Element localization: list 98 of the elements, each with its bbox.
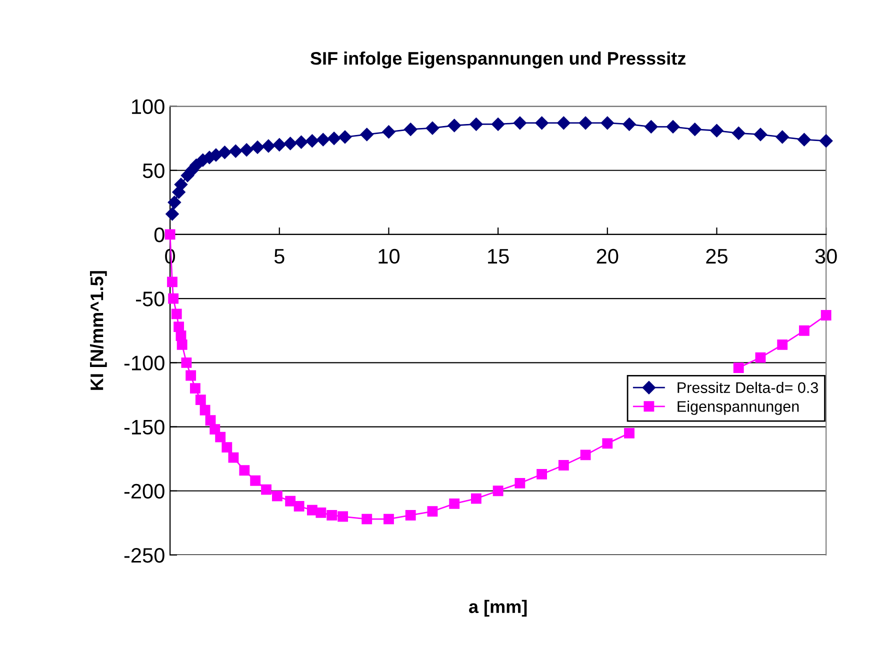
point bbox=[710, 124, 724, 138]
point bbox=[384, 514, 394, 524]
point bbox=[222, 442, 232, 452]
point bbox=[448, 118, 461, 132]
x-tick-label: 10 bbox=[378, 248, 400, 264]
point bbox=[181, 357, 192, 368]
point bbox=[326, 510, 338, 520]
point bbox=[210, 424, 220, 435]
x-tick-label: 20 bbox=[596, 248, 618, 264]
point bbox=[250, 475, 261, 486]
point bbox=[272, 138, 286, 152]
point bbox=[449, 498, 460, 509]
point bbox=[294, 136, 308, 149]
point bbox=[240, 143, 254, 156]
y-axis-title: KI [N/mm^1.5] bbox=[90, 271, 107, 390]
point bbox=[624, 428, 634, 438]
point bbox=[294, 501, 304, 512]
point bbox=[186, 370, 196, 381]
x-tick-label: 15 bbox=[488, 249, 509, 264]
y-tick-label: -250 bbox=[124, 548, 164, 563]
point bbox=[174, 178, 188, 192]
point bbox=[228, 452, 239, 463]
point bbox=[755, 352, 766, 363]
point bbox=[190, 383, 200, 394]
y-tick-label: -100 bbox=[124, 356, 164, 370]
point bbox=[754, 128, 768, 142]
point bbox=[404, 122, 418, 136]
point bbox=[338, 130, 352, 144]
y-tick-label: 0 bbox=[154, 227, 164, 242]
point bbox=[261, 484, 272, 495]
point bbox=[285, 496, 296, 506]
point bbox=[250, 140, 264, 154]
point bbox=[405, 510, 416, 520]
point bbox=[820, 310, 832, 320]
point bbox=[578, 116, 592, 130]
legend-label: Eigenspannungen bbox=[678, 400, 799, 415]
x-axis-title: a [mm] bbox=[469, 600, 527, 617]
point bbox=[491, 118, 505, 131]
point bbox=[171, 308, 182, 320]
point bbox=[272, 490, 282, 502]
point bbox=[316, 507, 326, 518]
x-tick-label: 30 bbox=[815, 248, 837, 264]
point bbox=[777, 340, 788, 350]
point bbox=[580, 450, 591, 460]
point bbox=[174, 322, 184, 332]
point bbox=[536, 469, 548, 480]
point bbox=[535, 116, 548, 130]
point bbox=[362, 514, 372, 524]
point bbox=[514, 478, 526, 488]
point bbox=[470, 118, 483, 131]
point bbox=[688, 122, 702, 136]
point bbox=[168, 196, 182, 210]
point bbox=[262, 139, 276, 153]
point bbox=[427, 506, 438, 517]
point bbox=[470, 493, 482, 504]
point bbox=[338, 511, 348, 522]
x-tick-label: 5 bbox=[274, 249, 284, 264]
point bbox=[284, 136, 297, 150]
point bbox=[306, 134, 319, 148]
y-tick-label: 100 bbox=[132, 99, 164, 114]
y-tick-label: -150 bbox=[124, 420, 164, 435]
point bbox=[732, 126, 746, 140]
point bbox=[426, 121, 440, 135]
point bbox=[382, 125, 396, 138]
point bbox=[666, 120, 680, 134]
y-tick-label: -200 bbox=[124, 484, 164, 499]
y-tick-label: 50 bbox=[142, 163, 164, 178]
point bbox=[798, 133, 811, 146]
point bbox=[239, 465, 250, 476]
point bbox=[622, 118, 636, 131]
point bbox=[316, 133, 330, 146]
point bbox=[513, 116, 527, 130]
point bbox=[557, 116, 570, 130]
point bbox=[218, 146, 232, 160]
point bbox=[167, 276, 178, 288]
point bbox=[229, 144, 242, 158]
point bbox=[327, 132, 341, 145]
point bbox=[644, 120, 658, 134]
point bbox=[776, 130, 789, 144]
point bbox=[733, 362, 744, 374]
point bbox=[600, 116, 614, 130]
chart-title: SIF infolge Eigenspannungen und Presssitz bbox=[310, 52, 686, 68]
point bbox=[799, 325, 810, 336]
x-tick-label: 25 bbox=[706, 248, 728, 264]
point bbox=[200, 404, 210, 416]
point bbox=[176, 340, 188, 350]
point bbox=[195, 394, 206, 406]
point bbox=[215, 432, 226, 442]
legend-label: Pressitz Delta-d= 0.3 bbox=[678, 382, 818, 394]
y-tick-label: -50 bbox=[136, 292, 164, 306]
point bbox=[166, 207, 179, 221]
point bbox=[360, 128, 374, 142]
point bbox=[819, 134, 833, 148]
point bbox=[602, 438, 613, 449]
point bbox=[558, 460, 569, 470]
point bbox=[168, 293, 179, 304]
point bbox=[205, 415, 216, 426]
point bbox=[492, 486, 504, 496]
